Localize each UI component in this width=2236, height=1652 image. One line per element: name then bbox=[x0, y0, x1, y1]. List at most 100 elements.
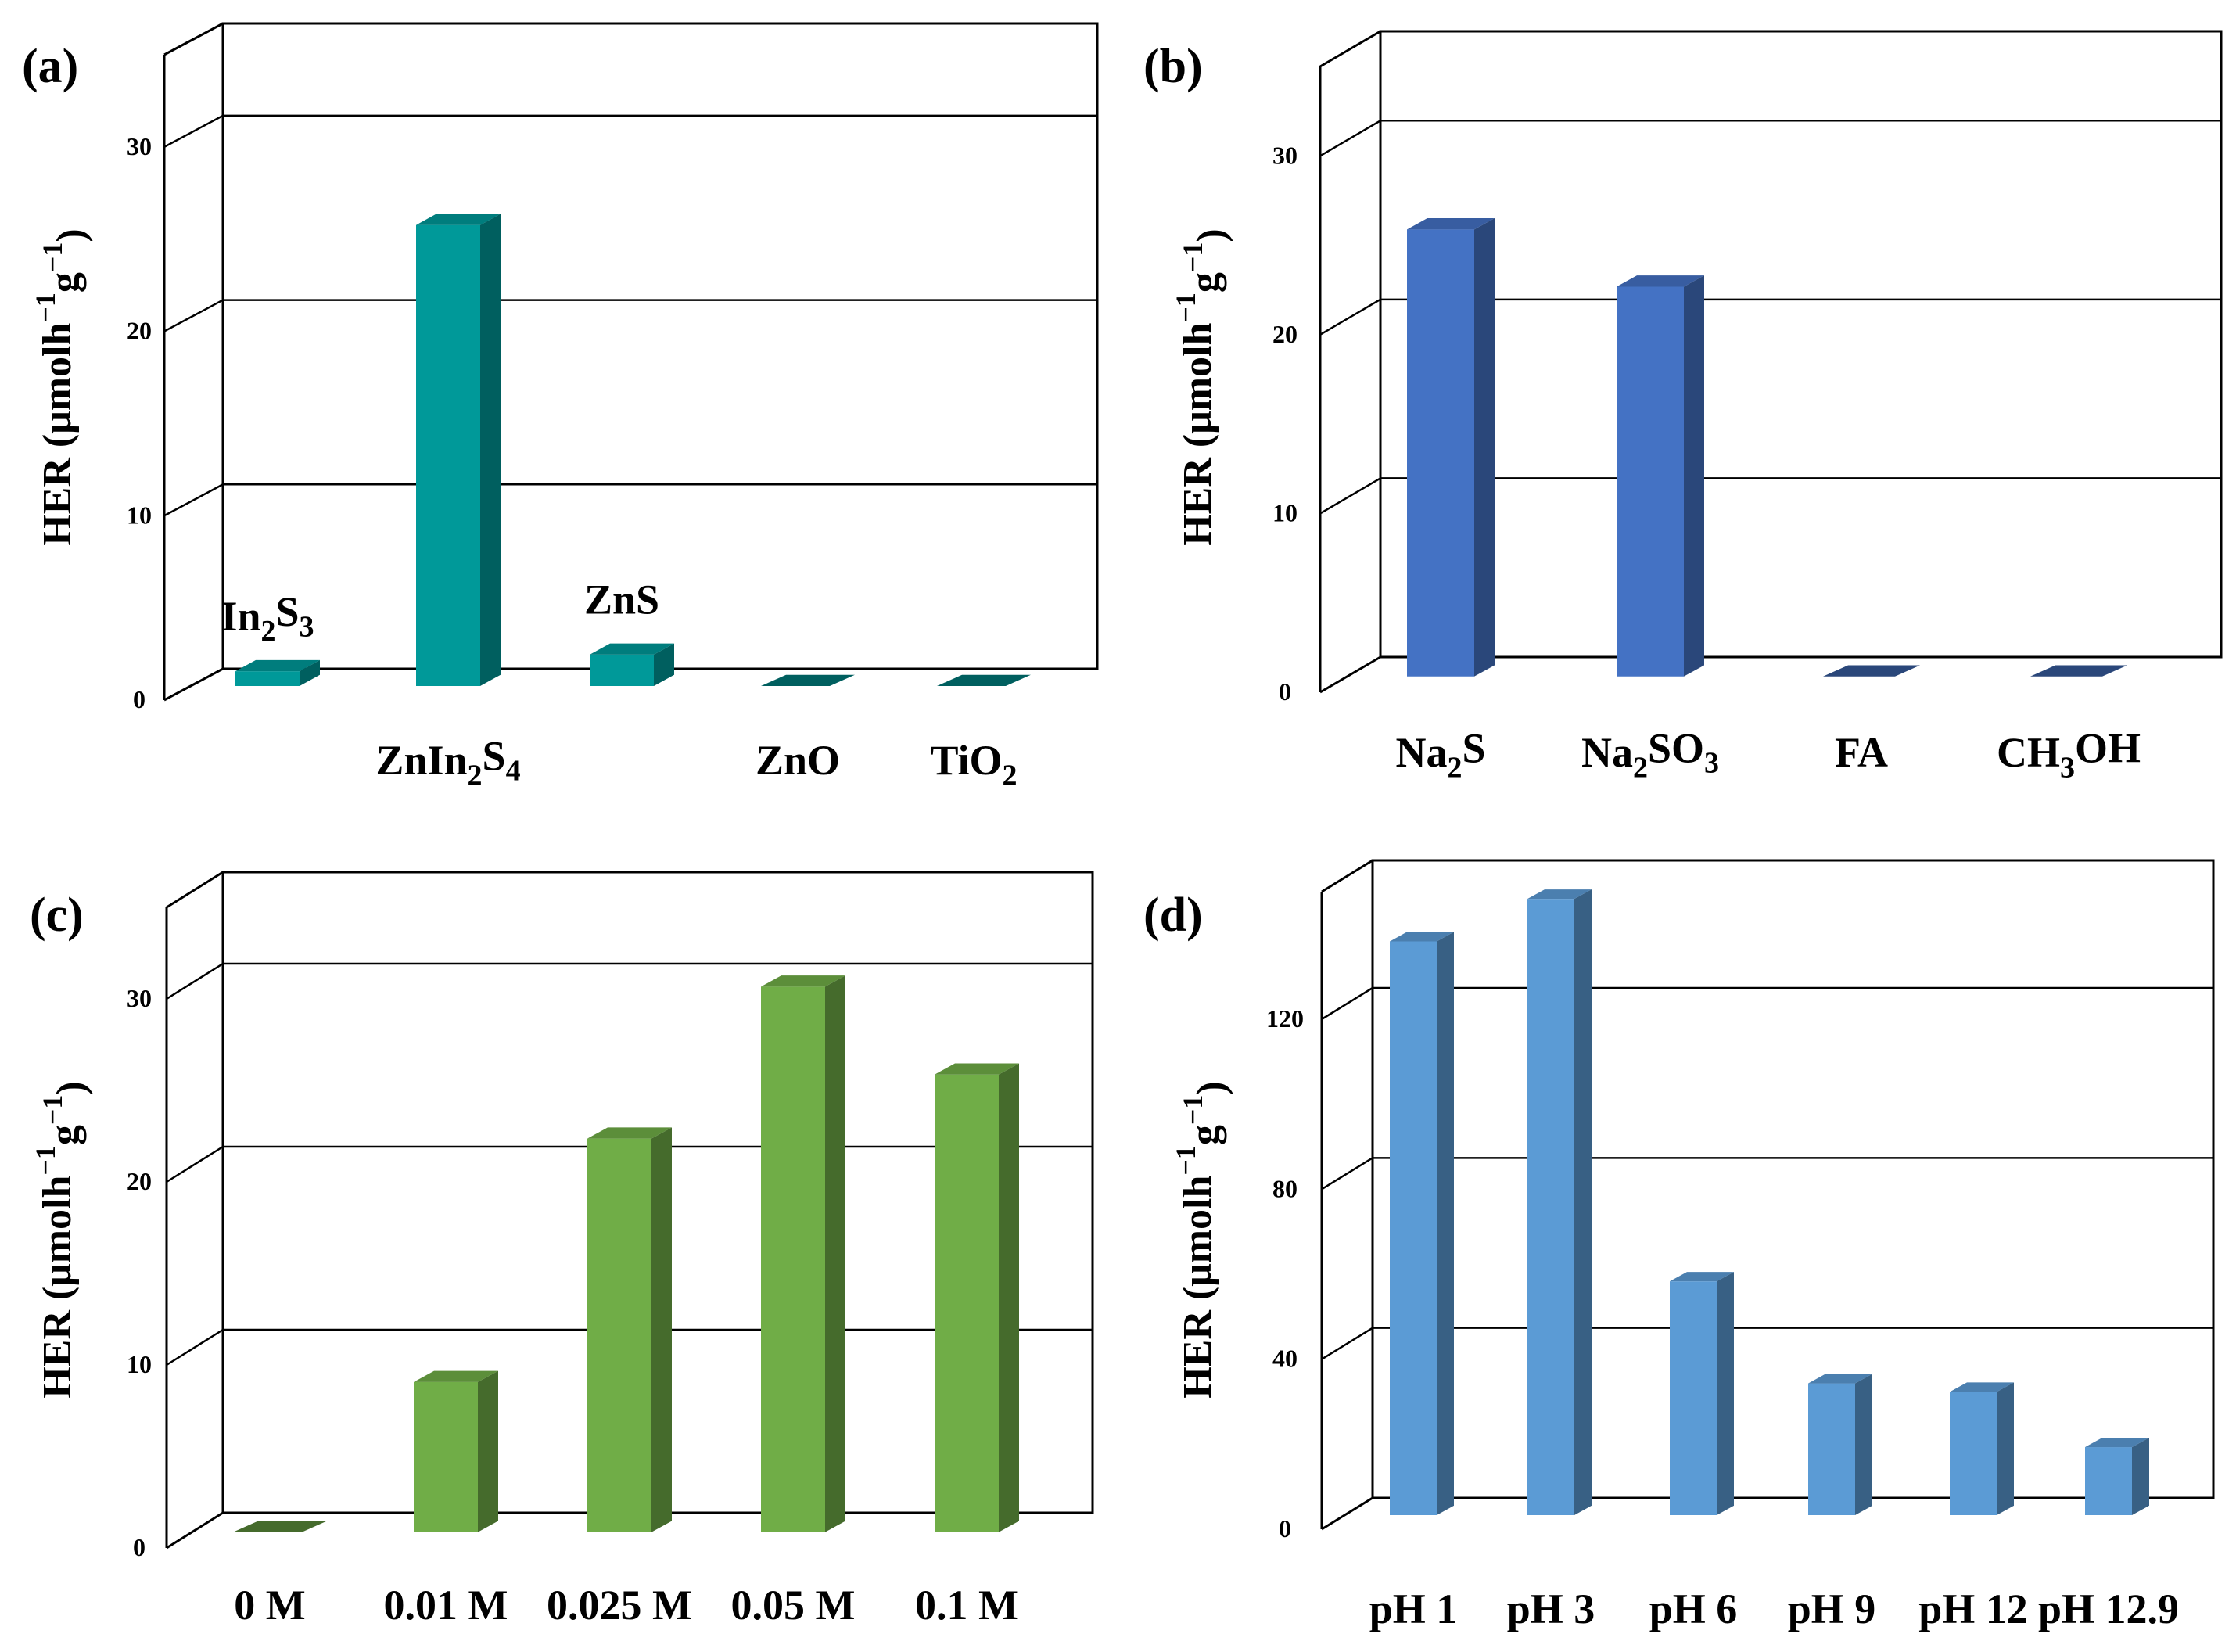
x-tick-label: pH 12.9 bbox=[2038, 1586, 2179, 1632]
label-run: Na bbox=[1581, 729, 1633, 776]
label-run: −1 bbox=[1170, 1145, 1201, 1176]
bar-front bbox=[587, 1138, 651, 1532]
gridline-side bbox=[1321, 1157, 1373, 1191]
y-tick-label: 30 bbox=[1272, 141, 1297, 169]
label-run: 3 bbox=[2060, 751, 2075, 784]
label-run: ZnS bbox=[584, 576, 659, 623]
bar-side bbox=[1474, 218, 1495, 677]
x-tick-label: pH 3 bbox=[1507, 1586, 1595, 1632]
bar-top bbox=[1617, 275, 1704, 287]
bar bbox=[935, 1063, 1019, 1532]
side-wall-top-edge bbox=[1321, 859, 1373, 893]
label-run: S bbox=[276, 588, 300, 635]
label-run: −1 bbox=[30, 1145, 61, 1176]
bar-top bbox=[2030, 665, 2127, 677]
floor-edge bbox=[163, 667, 224, 702]
back-wall bbox=[1371, 859, 2215, 1499]
label-run: pH 9 bbox=[1788, 1586, 1876, 1632]
label-run: −1 bbox=[1177, 242, 1208, 273]
bar-top bbox=[233, 1521, 327, 1532]
label-run: 4 bbox=[506, 755, 521, 788]
x-tick-label: TiO2 bbox=[930, 737, 1017, 792]
label-run: pH 3 bbox=[1507, 1586, 1595, 1632]
bar bbox=[1670, 1272, 1734, 1515]
label-run: −1 bbox=[1177, 1095, 1208, 1126]
bar-side bbox=[1855, 1374, 1872, 1515]
bar bbox=[233, 1521, 327, 1532]
back-wall bbox=[1379, 30, 2223, 659]
bar-top bbox=[587, 1127, 672, 1139]
label-run: 3 bbox=[1704, 747, 1719, 780]
bar-top bbox=[414, 1370, 498, 1382]
y-tick-label: 30 bbox=[127, 132, 152, 160]
bar bbox=[1617, 275, 1704, 677]
bar-front bbox=[414, 1381, 478, 1532]
label-run: 2 bbox=[261, 615, 276, 648]
label-run: ) bbox=[49, 228, 94, 242]
floor-edge bbox=[166, 1511, 224, 1550]
bar-front bbox=[1950, 1392, 1997, 1515]
bar bbox=[1407, 218, 1495, 677]
x-tick-label: 0.025 M bbox=[547, 1582, 692, 1629]
bar bbox=[761, 975, 845, 1532]
y-tick-label: 30 bbox=[127, 984, 152, 1012]
label-run: FA bbox=[1835, 729, 1888, 776]
y-tick-label: 120 bbox=[1266, 1004, 1304, 1032]
label-run: g bbox=[42, 272, 87, 293]
bar-front bbox=[1808, 1383, 1855, 1515]
bar-side bbox=[1717, 1272, 1734, 1515]
label-run: 2 bbox=[1633, 751, 1648, 784]
label-run: HER (μmolh bbox=[35, 323, 80, 546]
bar-side bbox=[825, 975, 845, 1532]
bar-top bbox=[761, 674, 855, 686]
label-run: SO bbox=[1648, 724, 1704, 771]
gridline-side bbox=[1321, 1327, 1373, 1360]
gridline-side bbox=[166, 1328, 224, 1366]
bar-top bbox=[1670, 1272, 1734, 1282]
bar bbox=[761, 674, 855, 686]
y-tick-label: 80 bbox=[1272, 1174, 1297, 1202]
label-run: S bbox=[1462, 724, 1485, 771]
bar-front bbox=[1407, 229, 1474, 677]
x-tick-label: pH 12 bbox=[1918, 1586, 2028, 1632]
x-tick-label: 0.05 M bbox=[731, 1582, 856, 1629]
bar-side bbox=[2132, 1437, 2149, 1515]
side-wall-top-edge bbox=[166, 871, 224, 909]
floor-edge bbox=[1319, 655, 1381, 694]
bar bbox=[1823, 665, 1920, 677]
bar-side bbox=[651, 1127, 672, 1532]
label-run: TiO bbox=[930, 737, 1002, 784]
x-tick-label: ZnO bbox=[756, 737, 840, 784]
gridline-side bbox=[1321, 986, 1373, 1021]
bar-side bbox=[999, 1063, 1019, 1532]
label-run: g bbox=[42, 1125, 87, 1145]
label-run: −1 bbox=[37, 1095, 68, 1126]
bar bbox=[1527, 889, 1592, 1515]
bar-front bbox=[1617, 286, 1684, 677]
gridline-side bbox=[163, 483, 224, 517]
x-tick-label: pH 1 bbox=[1369, 1586, 1458, 1632]
label-run: ZnIn bbox=[375, 737, 467, 784]
label-run: HER (μmolh bbox=[1175, 323, 1220, 546]
label-run: 2 bbox=[1003, 759, 1018, 792]
label-run: 0.05 M bbox=[731, 1582, 856, 1629]
bar-front bbox=[590, 654, 654, 686]
bar bbox=[587, 1127, 672, 1532]
label-run: ) bbox=[1190, 228, 1234, 242]
label-run: ZnO bbox=[756, 737, 840, 784]
y-tick-label: 20 bbox=[127, 1167, 152, 1195]
label-run: pH 12.9 bbox=[2038, 1586, 2179, 1632]
panel-label: (c) bbox=[30, 889, 84, 942]
bar-top bbox=[1808, 1374, 1872, 1384]
y-tick-label: 10 bbox=[127, 501, 152, 529]
bar bbox=[1390, 932, 1454, 1515]
bar bbox=[2085, 1437, 2149, 1515]
x-tick-label: CH3OH bbox=[1997, 724, 2141, 784]
bar bbox=[590, 643, 674, 686]
label-run: pH 1 bbox=[1369, 1586, 1458, 1632]
label-run: 0 M bbox=[234, 1582, 305, 1629]
